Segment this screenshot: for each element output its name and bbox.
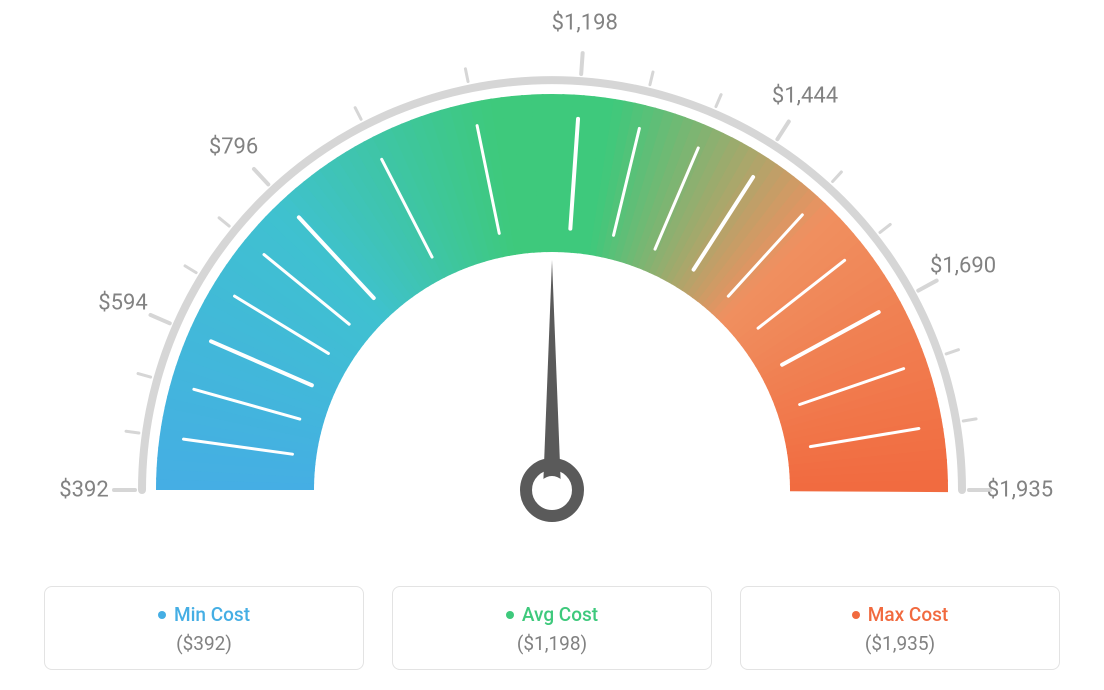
legend-dot-max	[852, 611, 860, 619]
legend-title-avg: Avg Cost	[393, 603, 711, 626]
gauge-chart: $392 $594 $796 $1,198 $1,444 $1,690 $1,935	[0, 0, 1104, 560]
gauge-tick-label: $1,444	[772, 84, 838, 109]
legend-label-min: Min Cost	[174, 603, 250, 626]
outer-tick	[918, 281, 936, 291]
legend-title-min: Min Cost	[45, 603, 363, 626]
outer-tick	[650, 72, 653, 85]
gauge-tick-label: $796	[209, 135, 258, 160]
legend-title-max: Max Cost	[741, 603, 1059, 626]
gauge-tick-label: $392	[59, 478, 108, 503]
outer-tick	[151, 315, 170, 323]
legend-card-max: Max Cost ($1,935)	[740, 586, 1060, 670]
outer-tick	[946, 350, 958, 354]
legend-value-min: ($392)	[45, 632, 363, 655]
legend-card-min: Min Cost ($392)	[44, 586, 364, 670]
gauge-svg	[0, 0, 1104, 560]
legend-dot-min	[158, 611, 166, 619]
outer-tick	[963, 419, 976, 421]
outer-tick	[777, 122, 788, 140]
outer-tick	[581, 53, 582, 74]
gauge-hub-hole	[538, 476, 566, 504]
outer-tick	[716, 95, 721, 107]
legend-dot-avg	[506, 611, 514, 619]
outer-tick	[355, 108, 361, 120]
outer-track-cap	[958, 486, 966, 494]
outer-tick	[880, 224, 890, 232]
outer-tick	[126, 431, 139, 433]
gauge-tick-label: $1,198	[552, 11, 618, 36]
gauge-tick-label: $1,690	[930, 254, 996, 279]
outer-tick	[138, 374, 151, 378]
outer-tick	[833, 172, 842, 182]
outer-tick	[465, 69, 468, 82]
gauge-tick-label: $594	[98, 290, 147, 315]
gauge-tick-label: $1,935	[987, 478, 1053, 503]
legend-label-max: Max Cost	[868, 603, 948, 626]
outer-track-cap	[138, 486, 146, 494]
legend-value-max: ($1,935)	[741, 632, 1059, 655]
legend-label-avg: Avg Cost	[522, 603, 598, 626]
outer-tick	[219, 218, 229, 226]
outer-tick	[185, 266, 196, 273]
legend-card-avg: Avg Cost ($1,198)	[392, 586, 712, 670]
gauge-needle	[543, 260, 561, 490]
legend-value-avg: ($1,198)	[393, 632, 711, 655]
outer-tick	[254, 169, 268, 184]
legend-row: Min Cost ($392) Avg Cost ($1,198) Max Co…	[0, 586, 1104, 670]
